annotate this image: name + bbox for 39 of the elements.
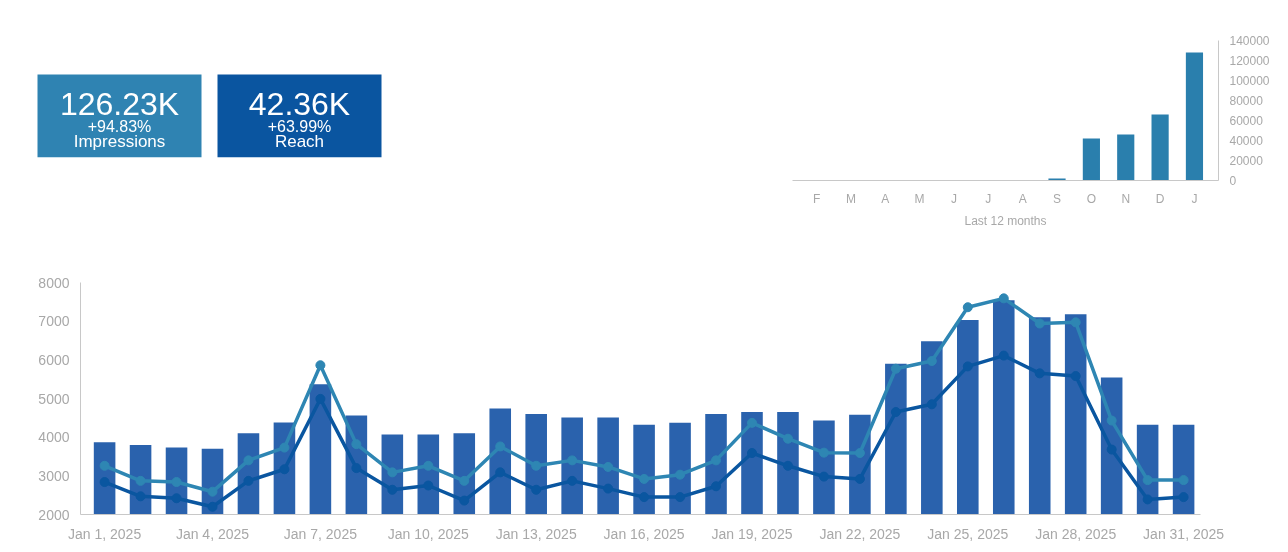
- x-tick-label: Jan 1, 2025: [68, 525, 142, 542]
- x-tick-label: Jan 7, 2025: [283, 525, 358, 542]
- y2-tick-label: 60000: [1229, 114, 1264, 128]
- y2-tick-label: 80000: [1229, 94, 1264, 108]
- x-tick-label: Jan 19, 2025: [711, 525, 793, 542]
- x-tick-label: Jan 22, 2025: [819, 525, 901, 542]
- y2-tick-label: 120000: [1229, 54, 1270, 68]
- y-tick-label: 7000: [38, 313, 70, 330]
- y-tick-label: 6000: [38, 351, 70, 368]
- x-tick-label: J: [1191, 191, 1198, 206]
- y2-tick-label: 40000: [1229, 134, 1264, 148]
- x-tick-label: Jan 28, 2025: [1035, 525, 1117, 542]
- y-tick-label: 4000: [38, 429, 70, 446]
- y-tick-label: 3000: [38, 467, 70, 484]
- y-tick-label: 5000: [38, 390, 70, 407]
- x-tick-label: Jan 4, 2025: [175, 525, 250, 542]
- x-tick-label: A: [881, 191, 890, 206]
- x-tick-label: M: [845, 191, 856, 206]
- y2-tick-label: 20000: [1229, 154, 1264, 168]
- x-tick-label: J: [950, 191, 957, 206]
- x-tick-label: Jan 16, 2025: [603, 525, 685, 542]
- x-tick-label: Jan 31, 2025: [1143, 525, 1225, 542]
- x-tick-label: A: [1018, 191, 1027, 206]
- x-tick-label: N: [1121, 191, 1131, 206]
- x-tick-label: O: [1086, 191, 1097, 206]
- y2-tick-label: 100000: [1229, 74, 1270, 88]
- x-tick-label: F: [812, 191, 821, 206]
- x-tick-label: J: [985, 191, 992, 206]
- y2-tick-label: 0: [1229, 174, 1237, 188]
- x-tick-label: Jan 10, 2025: [387, 525, 469, 542]
- x-tick-label: Jan 13, 2025: [495, 525, 577, 542]
- y-tick-label: 8000: [38, 274, 70, 291]
- x-tick-label: M: [914, 191, 925, 206]
- x-tick-label: Jan 25, 2025: [927, 525, 1009, 542]
- x-axis-title: Last 12 months: [964, 213, 1047, 228]
- y2-tick-label: 140000: [1229, 34, 1270, 48]
- x-tick-label: S: [1053, 191, 1062, 206]
- x-tick-label: D: [1155, 191, 1165, 206]
- y-tick-label: 2000: [38, 506, 70, 523]
